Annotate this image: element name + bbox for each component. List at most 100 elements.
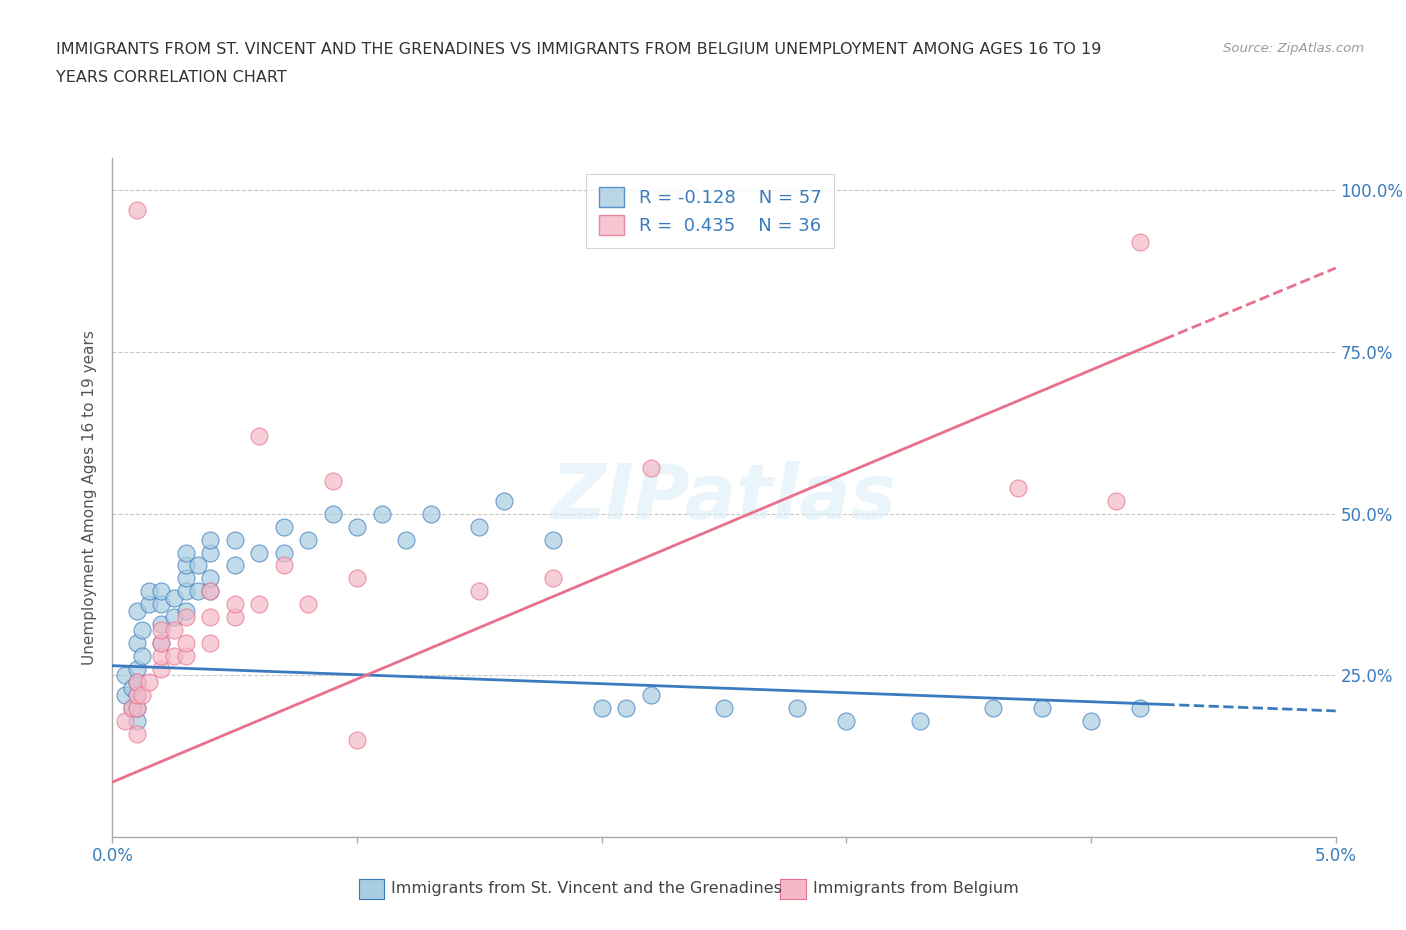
Point: [1104, 493, 1126, 508]
Point: [273, 558, 295, 573]
Point: [492, 493, 515, 508]
Text: Immigrants from St. Vincent and the Grenadines: Immigrants from St. Vincent and the Gren…: [391, 881, 782, 896]
Point: [247, 545, 270, 560]
Point: [1080, 713, 1102, 728]
Point: [187, 584, 209, 599]
Point: [908, 713, 931, 728]
Point: [150, 648, 173, 663]
Text: YEARS CORRELATION CHART: YEARS CORRELATION CHART: [56, 70, 287, 85]
Point: [121, 700, 143, 715]
Point: [174, 648, 197, 663]
Point: [125, 661, 148, 676]
Point: [174, 635, 197, 650]
Point: [247, 597, 270, 612]
Point: [121, 700, 143, 715]
Point: [150, 617, 173, 631]
Point: [125, 674, 148, 689]
Point: [297, 597, 319, 612]
Point: [131, 648, 153, 663]
Point: [114, 687, 136, 702]
Point: [835, 713, 858, 728]
Point: [981, 700, 1004, 715]
Text: Source: ZipAtlas.com: Source: ZipAtlas.com: [1223, 42, 1364, 55]
Point: [224, 558, 246, 573]
Point: [150, 584, 173, 599]
Point: [125, 674, 148, 689]
Point: [346, 519, 368, 534]
Point: [125, 726, 148, 741]
Point: [174, 558, 197, 573]
Point: [200, 545, 222, 560]
Point: [713, 700, 735, 715]
Point: [174, 545, 197, 560]
Point: [163, 591, 186, 605]
Point: [125, 687, 148, 702]
Point: [125, 635, 148, 650]
Point: [591, 700, 613, 715]
Text: ZIPatlas: ZIPatlas: [551, 460, 897, 535]
Point: [174, 604, 197, 618]
Point: [150, 635, 173, 650]
Point: [200, 584, 222, 599]
Point: [200, 571, 222, 586]
Point: [224, 610, 246, 625]
Point: [150, 623, 173, 638]
Point: [125, 700, 148, 715]
Point: [174, 584, 197, 599]
Point: [138, 584, 160, 599]
Point: [468, 584, 491, 599]
Point: [138, 674, 160, 689]
Point: [200, 532, 222, 547]
Point: [200, 584, 222, 599]
Point: [131, 687, 153, 702]
Point: [346, 571, 368, 586]
Point: [150, 661, 173, 676]
Point: [1129, 234, 1152, 249]
Point: [1129, 700, 1152, 715]
Point: [163, 623, 186, 638]
Point: [200, 635, 222, 650]
Point: [224, 532, 246, 547]
Point: [125, 604, 148, 618]
Point: [163, 648, 186, 663]
Point: [247, 429, 270, 444]
Point: [419, 506, 441, 521]
Point: [1007, 481, 1029, 496]
Point: [322, 506, 344, 521]
Point: [273, 519, 295, 534]
Point: [273, 545, 295, 560]
Point: [541, 532, 564, 547]
Point: [346, 733, 368, 748]
Point: [297, 532, 319, 547]
Point: [114, 668, 136, 683]
Point: [640, 687, 662, 702]
Point: [163, 610, 186, 625]
Point: [150, 635, 173, 650]
Point: [468, 519, 491, 534]
Point: [395, 532, 418, 547]
Point: [131, 623, 153, 638]
Point: [187, 558, 209, 573]
Point: [121, 681, 143, 696]
Point: [541, 571, 564, 586]
Point: [786, 700, 808, 715]
Text: IMMIGRANTS FROM ST. VINCENT AND THE GRENADINES VS IMMIGRANTS FROM BELGIUM UNEMPL: IMMIGRANTS FROM ST. VINCENT AND THE GREN…: [56, 42, 1102, 57]
Point: [125, 687, 148, 702]
Point: [640, 461, 662, 476]
Point: [138, 597, 160, 612]
Point: [174, 571, 197, 586]
Y-axis label: Unemployment Among Ages 16 to 19 years: Unemployment Among Ages 16 to 19 years: [82, 330, 97, 665]
Point: [114, 713, 136, 728]
Legend: R = -0.128    N = 57, R =  0.435    N = 36: R = -0.128 N = 57, R = 0.435 N = 36: [586, 174, 834, 248]
Point: [150, 597, 173, 612]
Point: [322, 474, 344, 489]
Text: Immigrants from Belgium: Immigrants from Belgium: [813, 881, 1018, 896]
Point: [125, 203, 148, 218]
Point: [224, 597, 246, 612]
Point: [370, 506, 392, 521]
Point: [1031, 700, 1053, 715]
Point: [125, 713, 148, 728]
Point: [200, 610, 222, 625]
Point: [614, 700, 637, 715]
Point: [174, 610, 197, 625]
